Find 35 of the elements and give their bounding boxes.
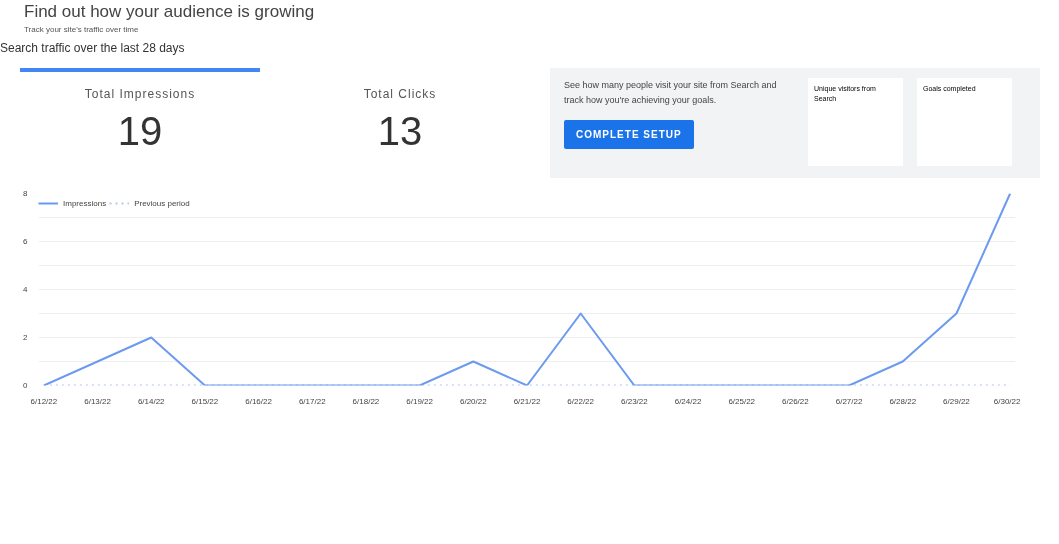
x-tick-label: 6/25/22: [728, 396, 756, 406]
chart-subtitle: Track your site's traffic over time: [24, 24, 139, 36]
text: COMPLETE SETUP: [564, 120, 694, 149]
x-tick-label: 6/28/22: [889, 396, 917, 406]
x-tick-label: 6/27/22: [835, 396, 863, 406]
x-tick-label: 6/21/22: [513, 396, 541, 406]
x-tick-label: 6/22/22: [567, 396, 595, 406]
text: Total Impressions: [83, 86, 197, 103]
x-tick-label: 6/20/22: [459, 396, 488, 406]
x-tick-label: 6/24/22: [674, 396, 702, 406]
y-tick-label: 8: [23, 189, 29, 198]
chart-title: Find out how your audience is growing: [24, 1, 315, 23]
text: 19: [116, 108, 164, 156]
y-tick-label: 4: [23, 285, 29, 294]
y-tick-label: 6: [23, 237, 29, 246]
text: Search traffic over the last 28 days: [0, 40, 185, 57]
x-tick-label: 6/23/22: [621, 396, 649, 406]
x-tick-label: 6/18/22: [352, 396, 380, 406]
x-tick-label: 6/12/22: [30, 396, 58, 406]
x-tick-label: 6/15/22: [191, 396, 219, 406]
x-tick-label: 6/19/22: [406, 396, 434, 406]
x-tick-label: 6/30/22: [993, 396, 1022, 406]
x-tick-label: 6/16/22: [245, 396, 273, 406]
text: Total Clicks: [362, 86, 438, 103]
text: See how many people visit your site from Search and track how you're achieving your goals.: [564, 80, 777, 105]
y-tick-label: 2: [23, 333, 29, 342]
legend-label: Previous period: [134, 198, 190, 208]
x-tick-label: 6/26/22: [782, 396, 810, 406]
text: 13: [376, 108, 424, 156]
x-tick-label: 6/13/22: [84, 396, 112, 406]
x-tick-label: 6/29/22: [943, 396, 971, 406]
x-tick-label: 6/14/22: [137, 396, 166, 406]
y-tick-label: 0: [23, 381, 29, 390]
legend-label: Impressions: [63, 198, 107, 208]
x-tick-label: 6/17/22: [298, 396, 327, 406]
